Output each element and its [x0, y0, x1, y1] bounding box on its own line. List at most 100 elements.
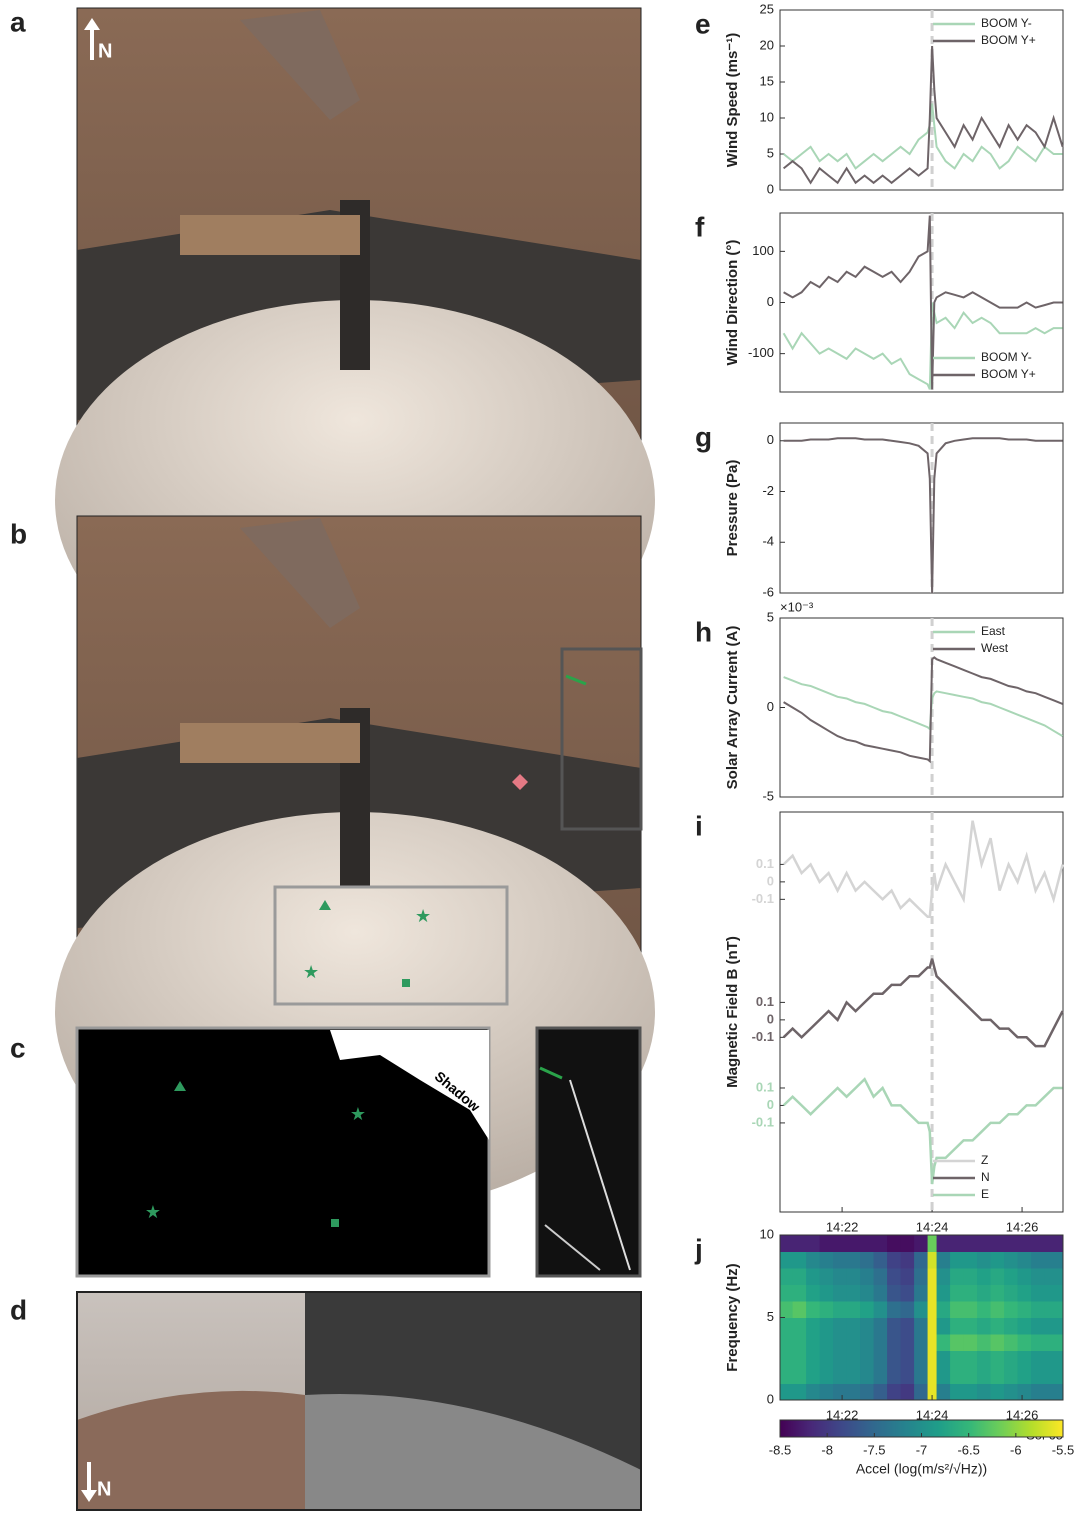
marker-star: ★ [303, 962, 319, 982]
heat-cell [927, 1334, 938, 1351]
heat-cell [873, 1301, 888, 1318]
legend-label: East [981, 624, 1006, 638]
heat-cell [927, 1301, 938, 1318]
photo-b: ★ ★ [55, 515, 655, 1212]
series-line [783, 437, 1063, 594]
arrow [539, 1066, 563, 1080]
heat-cell [806, 1317, 821, 1335]
heat-cell [914, 1317, 929, 1335]
heat-cell [1004, 1268, 1019, 1285]
panel-label: i [695, 810, 703, 841]
heat-cell [819, 1268, 834, 1285]
heat-cell [887, 1268, 902, 1285]
heat-cell [977, 1251, 992, 1269]
heat-cell [819, 1284, 834, 1302]
legend-label: BOOM Y+ [981, 33, 1036, 47]
legend-label: Z [981, 1153, 988, 1167]
y-axis-label: Solar Array Current (A) [724, 626, 741, 790]
heat-cell [990, 1301, 1005, 1318]
heat-cell [887, 1317, 902, 1335]
y-tick-label: 0 [767, 181, 774, 196]
panel-label: a [10, 6, 26, 37]
heat-cell [1017, 1268, 1032, 1285]
heat-cell [780, 1350, 794, 1368]
heat-cell [873, 1334, 888, 1351]
heat-cell [860, 1251, 875, 1269]
heat-cell [887, 1350, 902, 1368]
panel-label: b [10, 518, 27, 549]
heat-cell [990, 1235, 1005, 1252]
heat-cell [963, 1334, 978, 1351]
y-tick-label: 0.1 [756, 856, 774, 871]
colorbar-tick-label: -6 [1010, 1442, 1022, 1457]
heat-cell [780, 1235, 794, 1252]
heat-cell [1044, 1284, 1064, 1302]
heat-cell [1031, 1284, 1046, 1302]
heat-cell [819, 1235, 834, 1252]
panel-edge [544, 1224, 601, 1271]
colorbar-tick-label: -6.5 [957, 1442, 979, 1457]
photo-d: N [76, 1291, 642, 1511]
heat-cell [977, 1334, 992, 1351]
series-line [782, 820, 1064, 919]
y-tick-label: 100 [752, 243, 774, 258]
y-tick-label: 25 [760, 1, 774, 16]
heat-cell [860, 1235, 875, 1252]
heat-cell [887, 1367, 902, 1384]
y-tick-label: -0.1 [752, 1114, 774, 1129]
heat-cell [950, 1350, 965, 1368]
y-tick-label: 0.1 [756, 994, 774, 1009]
x-tick-label: 14:26 [1006, 1407, 1039, 1422]
y-tick-label: 0 [767, 873, 774, 888]
heat-cell [914, 1284, 929, 1302]
y-axis-label: Pressure (Pa) [724, 460, 741, 557]
y-tick-label: -0.1 [752, 1029, 774, 1044]
heat-cell [977, 1317, 992, 1335]
heat-cell [927, 1383, 938, 1401]
heat-cell [950, 1383, 965, 1401]
heat-cell [900, 1301, 915, 1318]
heat-cell [1017, 1367, 1032, 1384]
heat-cell [900, 1268, 915, 1285]
heat-cell [990, 1334, 1005, 1351]
plot-frame [779, 9, 1064, 191]
series-line [783, 676, 1064, 737]
heat-cell [1044, 1334, 1064, 1351]
heat-cell [780, 1334, 794, 1351]
heat-cell [1017, 1317, 1032, 1335]
heat-cell [936, 1251, 951, 1269]
heat-cell [833, 1284, 848, 1302]
panel-label: j [694, 1233, 703, 1264]
y-tick-label: 0 [767, 432, 774, 447]
heat-cell [950, 1268, 965, 1285]
heat-cell [792, 1334, 807, 1351]
photo-c: Shadow ★ ★ [75, 1026, 642, 1278]
heat-cell [977, 1235, 992, 1252]
heat-cell [792, 1301, 807, 1318]
heat-cell [806, 1301, 821, 1318]
heat-cell [950, 1235, 965, 1252]
heat-cell [860, 1268, 875, 1285]
heat-cell [819, 1251, 834, 1269]
heat-cell [846, 1367, 861, 1384]
heat-cell [977, 1383, 992, 1401]
panel-label: e [695, 8, 711, 39]
heat-cell [846, 1251, 861, 1269]
heat-cell [819, 1383, 834, 1401]
heat-cell [846, 1383, 861, 1401]
colorbar-tick-label: -8.5 [769, 1442, 791, 1457]
heat-cell [1017, 1251, 1032, 1269]
heat-cell [833, 1383, 848, 1401]
heat-cell [990, 1317, 1005, 1335]
heat-cell [977, 1284, 992, 1302]
heat-cell [963, 1301, 978, 1318]
plot-frame [779, 422, 1064, 594]
y-tick-label: 15 [760, 73, 774, 88]
heat-cell [963, 1350, 978, 1368]
heat-cell [914, 1251, 929, 1269]
marker-square [402, 979, 410, 987]
heat-cell [873, 1383, 888, 1401]
heat-cell [1017, 1301, 1032, 1318]
y-tick-label: -0.1 [752, 891, 774, 906]
heat-cell [792, 1383, 807, 1401]
